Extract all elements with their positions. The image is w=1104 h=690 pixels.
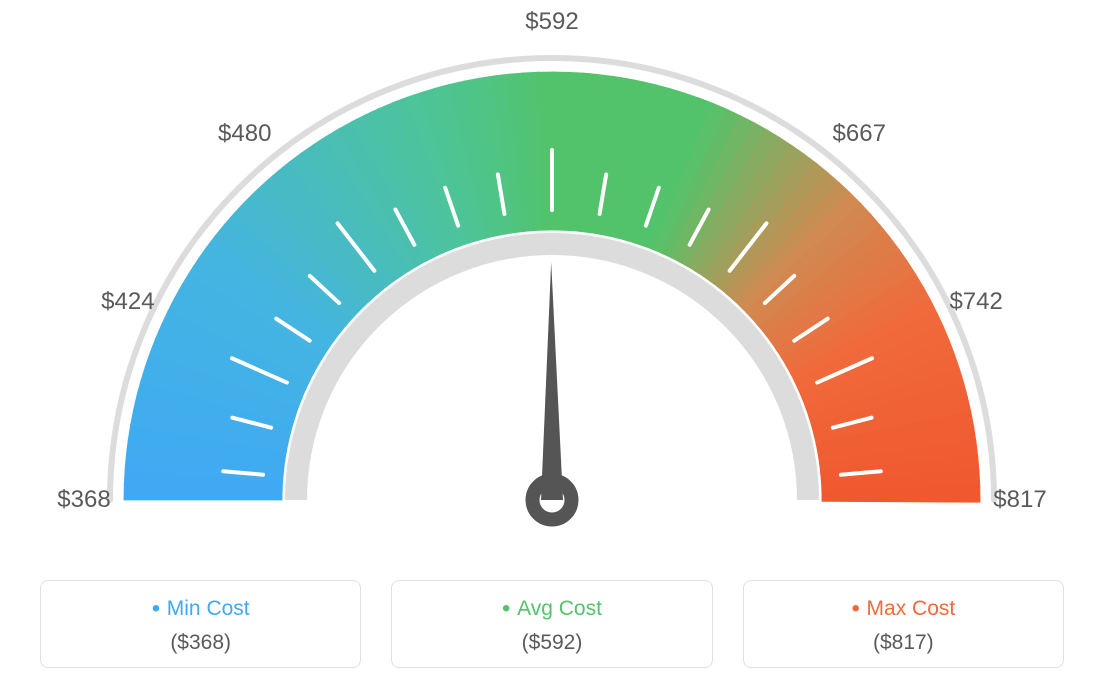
legend-min-value: ($368) [51, 631, 350, 655]
gauge-tick-label: $742 [949, 288, 1002, 316]
gauge-tick-label: $817 [993, 486, 1046, 514]
legend-card-min: Min Cost ($368) [40, 580, 361, 668]
gauge-tick-label: $368 [57, 486, 110, 514]
gauge-tick-label: $592 [525, 8, 578, 36]
legend-min-label: Min Cost [51, 595, 350, 623]
legend-avg-label: Avg Cost [402, 595, 701, 623]
gauge-tick-label: $667 [833, 120, 886, 148]
gauge-svg [0, 0, 1104, 560]
legend-avg-value: ($592) [402, 631, 701, 655]
gauge-tick-label: $424 [101, 288, 154, 316]
gauge-chart: $368 $424 $480 $592 $667 $742 $817 [0, 0, 1104, 560]
legend-card-max: Max Cost ($817) [743, 580, 1064, 668]
gauge-tick-label: $480 [218, 120, 271, 148]
legend-card-avg: Avg Cost ($592) [391, 580, 712, 668]
legend-max-value: ($817) [754, 631, 1053, 655]
legend-max-label: Max Cost [754, 595, 1053, 623]
legend-row: Min Cost ($368) Avg Cost ($592) Max Cost… [40, 580, 1064, 668]
